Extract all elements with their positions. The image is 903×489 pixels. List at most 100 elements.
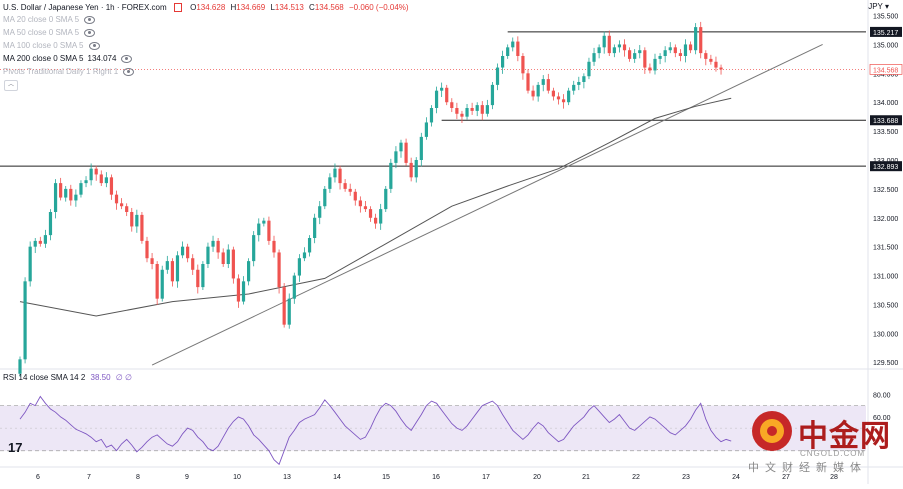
candle-body [282, 287, 286, 325]
candle-body [668, 47, 672, 51]
candle-body [460, 113, 464, 117]
candle-body [587, 61, 591, 77]
rsi-tick-label: 80.00 [873, 392, 891, 399]
candle-body [302, 252, 307, 259]
price-tick-label: 130.500 [873, 302, 898, 309]
candle-body [561, 99, 566, 103]
trendline-layer [151, 43, 823, 366]
candle-body [638, 50, 642, 54]
candle-body [84, 180, 88, 184]
price-label-text: 134.568 [873, 67, 898, 74]
indicator-ma200[interactable]: MA 200 close 0 SMA 5 134.074 [3, 53, 133, 65]
candle-body [648, 67, 652, 71]
horizontal-levels [0, 31, 866, 167]
candle-body [241, 281, 246, 302]
candle-body [69, 188, 73, 201]
price-label-text: 133.688 [873, 118, 898, 125]
price-label-text: 132.893 [873, 164, 898, 171]
price-tick-label: 135.500 [873, 14, 898, 21]
candle-body [277, 252, 281, 288]
candle-body [333, 168, 337, 178]
coin-icon [752, 411, 792, 451]
candle-body [572, 84, 576, 91]
candle-body [429, 108, 434, 123]
candle-body [607, 35, 611, 54]
close-value: 134.568 [314, 3, 344, 12]
eye-icon[interactable] [121, 54, 133, 63]
candle-body [612, 47, 616, 54]
eye-icon[interactable] [88, 41, 100, 50]
candle-body [516, 41, 520, 56]
tradingview-logo[interactable]: 17 [8, 440, 23, 455]
candle-body [658, 56, 662, 59]
symbol-title[interactable]: U.S. Dollar / Japanese Yen · 1h · FOREX.… [3, 3, 167, 12]
candle-body [343, 183, 347, 189]
watermark-logo: 中金网 CNGOLD.COM 中文财经新媒体 [748, 405, 898, 480]
indicator-ma50[interactable]: MA 50 close 0 SMA 5 [3, 27, 96, 39]
collapse-legend-button[interactable]: ︿ [4, 80, 18, 91]
candle-body [104, 177, 108, 184]
candle-body [33, 240, 37, 247]
indicator-ma100[interactable]: MA 100 close 0 SMA 5 [3, 40, 100, 52]
candle-body [673, 47, 677, 54]
candle-body [196, 269, 200, 288]
candle-body [688, 44, 693, 51]
indicator-value: 134.074 [87, 54, 117, 63]
candle-body [434, 90, 439, 108]
rsi-legend[interactable]: RSI 14 close SMA 14 2 38.50 ∅ ∅ [3, 373, 132, 382]
open-label: O [190, 3, 197, 12]
candle-body [363, 206, 368, 210]
price-tick-label: 130.000 [873, 331, 898, 338]
candle-body [28, 246, 32, 282]
time-tick-label: 20 [533, 474, 541, 481]
time-tick-label: 8 [136, 474, 140, 481]
eye-icon[interactable] [84, 15, 96, 24]
candle-body [180, 246, 185, 256]
indicator-label: Pivots Traditional Daily 1 Right 1 [3, 67, 119, 76]
price-label-box [870, 26, 902, 37]
candle-body [48, 212, 53, 236]
candle-body [252, 235, 256, 262]
candle-body [135, 214, 139, 227]
candle-body [368, 209, 373, 218]
currency-label: JPY [868, 2, 883, 11]
watermark-name: 中金网 [798, 419, 891, 454]
candle-body [643, 50, 647, 68]
candle-body [267, 220, 271, 241]
candle-body [445, 87, 449, 103]
time-tick-label: 16 [432, 474, 440, 481]
price-label-box [870, 115, 902, 126]
time-tick-label: 6 [36, 474, 40, 481]
indicator-pivots[interactable]: Pivots Traditional Daily 1 Right 1 [3, 66, 135, 78]
candle-body [186, 246, 190, 259]
candle-body [231, 249, 235, 279]
indicator-ma20[interactable]: MA 20 close 0 SMA 5 [3, 14, 96, 26]
candle-body [175, 255, 180, 282]
candle-body [414, 160, 418, 178]
candle-body [694, 27, 698, 51]
candle-body [59, 183, 63, 198]
candle-body [409, 162, 413, 178]
currency-selector[interactable]: JPY ▾ [868, 2, 889, 11]
candle-body [704, 53, 708, 59]
flag-icon[interactable] [173, 3, 182, 13]
candle-body [297, 258, 301, 276]
candle-body [374, 217, 378, 224]
rsi-pane [0, 395, 866, 466]
candle-body [628, 50, 632, 59]
time-tick-label: 21 [582, 474, 590, 481]
candle-body [155, 264, 159, 299]
candle-body [714, 61, 718, 68]
candle-body [526, 73, 530, 91]
eye-icon[interactable] [84, 28, 96, 37]
indicator-label: MA 20 close 0 SMA 5 [3, 15, 80, 24]
candle-body [602, 35, 606, 48]
time-tick-label: 17 [482, 474, 490, 481]
candle-body [597, 47, 601, 54]
eye-icon[interactable] [123, 67, 135, 76]
candle-body [318, 206, 322, 218]
time-tick-label: 22 [632, 474, 640, 481]
candle-body [353, 191, 357, 201]
